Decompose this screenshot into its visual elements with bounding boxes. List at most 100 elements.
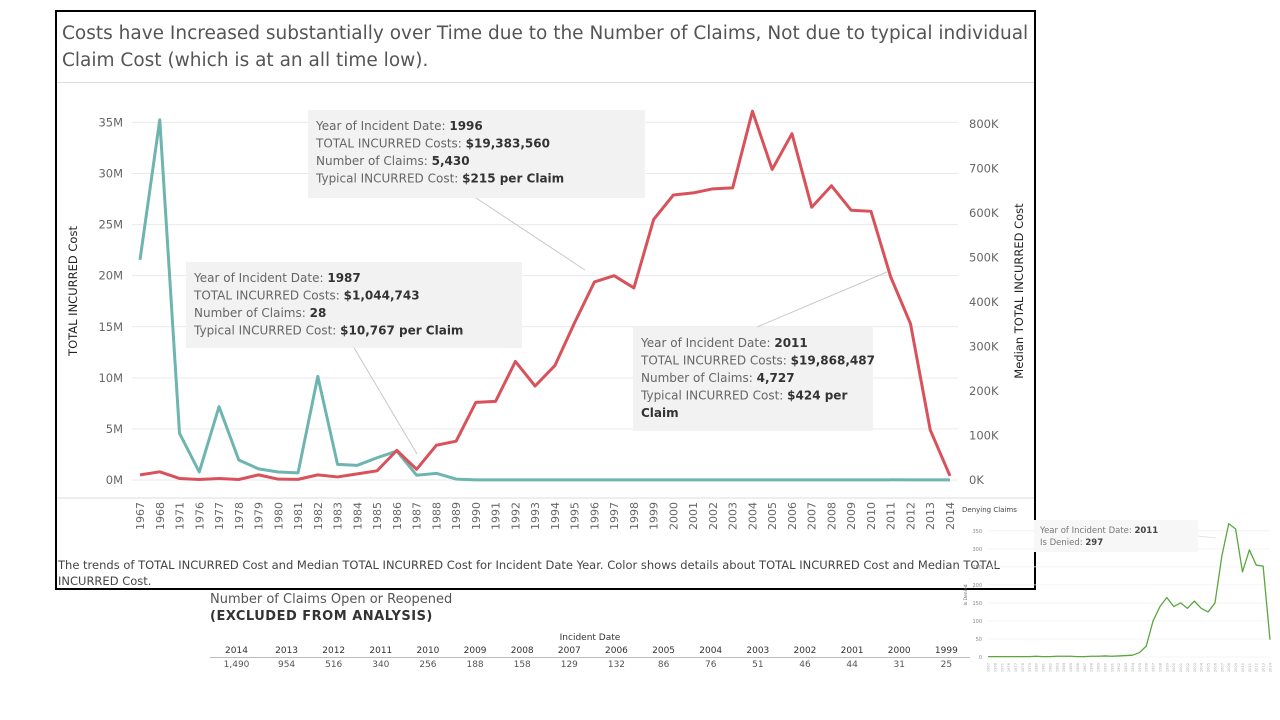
table-value-cell: 31: [893, 659, 905, 670]
x-tick-label: 1979: [253, 502, 266, 530]
tooltip-1996-row: TOTAL INCURRED Costs: $19,383,560: [315, 137, 550, 151]
table-column-header: Incident Date: [559, 633, 621, 643]
table-value-cell: 129: [560, 659, 578, 670]
x-tick-label: 2002: [707, 502, 720, 530]
x-tick-label: 2003: [727, 502, 740, 530]
denied-x-tick-label: 1980: [1035, 662, 1039, 672]
tooltip-2011-row: Year of Incident Date: 2011: [640, 336, 808, 350]
x-tick-label: 1976: [193, 502, 206, 530]
tooltip-1996-row: Year of Incident Date: 1996: [315, 119, 483, 133]
y-axis-title: TOTAL INCURRED Cost: [66, 226, 80, 357]
x-tick-label: 1995: [569, 502, 582, 530]
y2-tick-label: 200K: [969, 384, 999, 398]
table-year-cell: 2003: [734, 644, 782, 658]
table-year-cell: 1999: [922, 644, 970, 658]
tooltip-1996-row: Number of Claims: 5,430: [316, 154, 470, 168]
denied-y-tick-label: 0: [979, 655, 982, 661]
y-tick-label: 30M: [98, 167, 123, 181]
x-tick-label: 2005: [766, 502, 779, 530]
denied-x-tick-label: 1997: [1152, 663, 1156, 672]
denied-tooltip-box: [1034, 520, 1198, 552]
denied-x-tick-label: 2003: [1193, 663, 1197, 672]
x-tick-label: 2014: [944, 502, 957, 530]
table-value-cell: 516: [325, 659, 343, 670]
table-year-cell: 2000: [875, 644, 923, 658]
table-year-cell: 2001: [828, 644, 876, 658]
x-tick-label: 2013: [924, 502, 937, 530]
table-year-cell: 2005: [640, 644, 688, 658]
table-value-cell: 954: [277, 659, 296, 670]
tooltip-2011-row: Number of Claims: 4,727: [641, 371, 795, 385]
x-tick-label: 1983: [332, 502, 345, 530]
x-tick-label: 1993: [529, 502, 542, 530]
x-tick-label: 1997: [608, 502, 621, 530]
table-year-cell: 2009: [451, 644, 499, 658]
table-value-cell: 188: [466, 659, 484, 670]
denied-x-tick-label: 1983: [1055, 663, 1059, 672]
cost-trend-chart: 0M 5M 10M 15M 20M 25M 30M 35M 0K 100K 200K 300K 400K…: [57, 109, 1034, 530]
denied-x-tick-label: 2011: [1248, 663, 1252, 672]
denied-x-tick-label: 1986: [1076, 662, 1080, 672]
x-tick-label: 2006: [786, 502, 799, 530]
x-tick-label: 1971: [174, 502, 187, 530]
denied-x-tick-label: 1989: [1097, 662, 1101, 672]
table-year-cell: 2013: [263, 644, 311, 658]
open-claims-table: Incident Date 2014 2013 2012 2011 2010 2009 20…: [210, 632, 970, 671]
x-tick-label: 1990: [470, 502, 483, 530]
open-claims-subtitle: (EXCLUDED FROM ANALYSIS): [210, 609, 433, 624]
tooltip-1996-row: Typical INCURRED Cost: $215 per Claim: [315, 172, 564, 186]
denied-y-tick-label: 250: [972, 565, 982, 571]
x-tick-label: 2000: [667, 502, 680, 530]
denied-y-tick-label: 350: [972, 529, 982, 535]
denied-x-tick-label: 1987: [1083, 663, 1087, 672]
y2-tick-label: 600K: [969, 206, 999, 220]
table-value-cell: 256: [419, 659, 437, 670]
y2-tick-label: 400K: [969, 295, 999, 309]
table-value-cell: 44: [846, 659, 858, 670]
denied-x-tick-label: 1978: [1021, 662, 1025, 672]
tooltip-2011-row: Typical INCURRED Cost: $424 per: [640, 389, 847, 403]
x-tick-label: 2008: [825, 502, 838, 530]
x-tick-label: 2009: [845, 502, 858, 530]
table-value-cell: 86: [657, 659, 670, 670]
table-value-cell: 76: [704, 659, 717, 670]
x-tick-label: 1998: [628, 502, 641, 530]
x-tick-label: 2011: [885, 502, 898, 530]
table-year-cell: 2006: [592, 644, 641, 658]
table-value-cell: 51: [752, 659, 764, 670]
total-cost-line: [139, 109, 952, 481]
denied-x-tick-label: 1993: [1124, 663, 1128, 672]
tooltip-1987-row: Year of Incident Date: 1987: [193, 271, 361, 285]
y-tick-label: 35M: [98, 115, 123, 129]
denied-x-tick-label: 2010: [1241, 662, 1245, 672]
denied-x-tick-label: 1984: [1062, 662, 1066, 672]
denied-x-tick-label: 1988: [1090, 662, 1094, 672]
denied-x-tick-label: 1976: [1007, 662, 1011, 672]
title-divider: [57, 82, 1034, 83]
denied-x-tick-label: 2014: [1269, 662, 1273, 672]
denied-x-tick-label: 2009: [1234, 662, 1238, 672]
denied-x-tick-label: 2000: [1172, 662, 1176, 672]
chart-caption: The trends of TOTAL INCURRED Cost and Me…: [58, 558, 1000, 588]
table-year-cell: 2014: [210, 644, 264, 658]
y-tick-label: 25M: [98, 218, 123, 232]
x-tick-label: 2012: [904, 502, 917, 530]
tooltip-2011-box: [633, 327, 873, 431]
table-year-cell: 2008: [498, 644, 546, 658]
denied-x-tick-label: 1982: [1048, 663, 1052, 672]
denied-x-tick-label: 1971: [1000, 663, 1004, 672]
denied-x-tick-label: 1977: [1014, 663, 1018, 672]
open-claims-title: Number of Claims Open or Reopened: [210, 592, 453, 607]
table-year-cell: 2011: [357, 644, 405, 658]
y2-tick-label: 700K: [969, 162, 999, 176]
x-tick-label: 1980: [272, 502, 285, 530]
table-value-cell: 340: [372, 659, 390, 670]
tooltip-2011-leader: [756, 271, 888, 328]
denied-x-tick-label: 2006: [1213, 662, 1217, 672]
y2-tick-label: 800K: [969, 117, 999, 131]
y2-tick-label: 300K: [969, 340, 999, 354]
denied-x-tick-label: 1981: [1042, 663, 1046, 672]
median-cost-line: [138, 118, 950, 482]
x-tick-label: 2004: [746, 502, 759, 530]
denied-x-tick-label: 1979: [1028, 662, 1032, 672]
